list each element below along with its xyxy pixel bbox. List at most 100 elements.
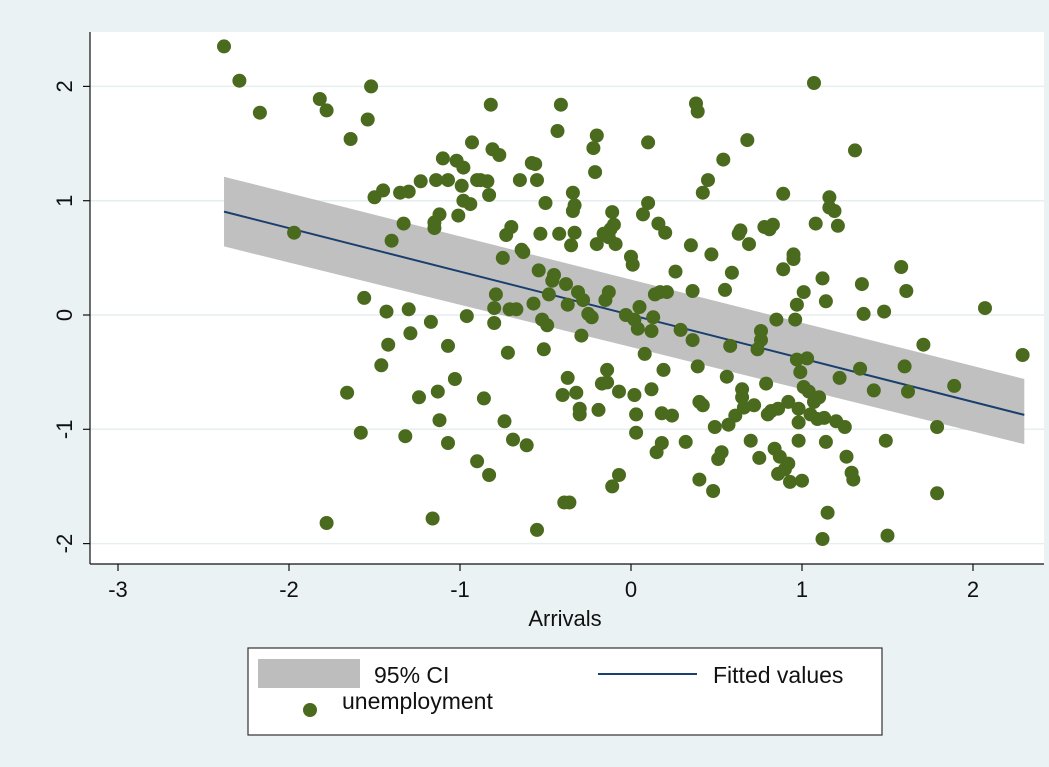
data-point (516, 245, 531, 260)
data-point (476, 391, 491, 406)
data-point (695, 398, 710, 413)
data-point (880, 528, 895, 543)
x-tick-label: -3 (108, 577, 128, 602)
data-point (482, 188, 497, 202)
data-point (606, 217, 621, 232)
data-point (627, 388, 642, 402)
data-point (608, 237, 623, 252)
data-point (435, 151, 450, 166)
data-point (500, 345, 515, 360)
data-point (559, 277, 573, 292)
data-point (632, 300, 647, 314)
data-point (704, 247, 719, 262)
data-point (584, 310, 599, 325)
data-point (488, 287, 503, 302)
y-tick-label: 1 (52, 195, 77, 207)
data-point (742, 237, 756, 252)
x-tick-label: 2 (967, 577, 979, 602)
data-point (776, 262, 791, 277)
data-point (930, 486, 945, 501)
data-point (429, 173, 444, 188)
data-point (560, 297, 575, 312)
data-point (374, 358, 389, 373)
data-point (398, 429, 413, 444)
data-point (487, 316, 502, 330)
data-point (591, 402, 606, 417)
data-point (588, 165, 603, 180)
data-point (384, 233, 399, 248)
data-point (747, 398, 762, 413)
data-point (413, 174, 428, 189)
data-point (553, 97, 568, 112)
data-point (795, 473, 809, 488)
data-point (820, 505, 835, 520)
data-point (701, 173, 715, 188)
data-point (733, 223, 748, 238)
data-point (815, 271, 830, 286)
data-point (463, 197, 478, 212)
data-point (530, 522, 544, 537)
data-point (673, 322, 688, 337)
y-tick-label: 0 (52, 309, 77, 321)
data-point (856, 306, 871, 321)
x-axis-title: Arrivals (528, 606, 601, 631)
data-point (830, 218, 845, 233)
data-point (771, 401, 786, 416)
data-point (818, 434, 833, 449)
data-point (396, 216, 411, 231)
data-point (531, 263, 546, 278)
data-point (576, 293, 591, 308)
data-point (848, 143, 862, 158)
data-point (560, 370, 575, 385)
data-point (547, 268, 561, 282)
data-point (401, 302, 416, 317)
data-point (519, 438, 534, 453)
data-point (781, 456, 796, 471)
data-point (718, 282, 732, 297)
data-point (644, 382, 659, 397)
data-point (685, 284, 700, 298)
data-point (822, 190, 837, 205)
data-point (600, 362, 615, 377)
data-point (808, 216, 823, 231)
data-point (683, 238, 698, 253)
data-point (769, 312, 784, 327)
data-point (724, 265, 739, 280)
data-point (658, 225, 673, 240)
data-point (533, 226, 548, 241)
data-point (567, 225, 582, 240)
data-point (659, 285, 674, 300)
data-point (690, 104, 705, 119)
data-point (574, 328, 589, 343)
data-point (441, 338, 455, 353)
data-point (495, 250, 510, 265)
data-point (536, 342, 551, 357)
data-point (612, 468, 626, 482)
data-point (854, 277, 869, 292)
data-point (791, 433, 806, 448)
data-point (817, 410, 832, 425)
data-point (789, 352, 804, 367)
data-point (654, 436, 669, 450)
legend-point-swatch (303, 703, 317, 717)
data-point (899, 284, 914, 298)
data-point (781, 394, 796, 409)
data-point (716, 152, 731, 167)
data-point (567, 198, 582, 213)
legend-ci-swatch (258, 659, 360, 688)
data-point (625, 257, 640, 272)
data-point (526, 296, 541, 311)
data-point (637, 346, 652, 361)
data-point (441, 173, 455, 188)
data-point (629, 407, 644, 422)
data-point (432, 207, 447, 222)
data-point (692, 472, 707, 487)
data-point (837, 420, 852, 434)
data-point (459, 309, 474, 324)
data-point (752, 450, 767, 465)
data-point (930, 420, 945, 434)
data-point (801, 384, 816, 399)
y-tick-label: -1 (52, 420, 77, 440)
data-point (492, 148, 507, 162)
data-point (217, 39, 231, 54)
